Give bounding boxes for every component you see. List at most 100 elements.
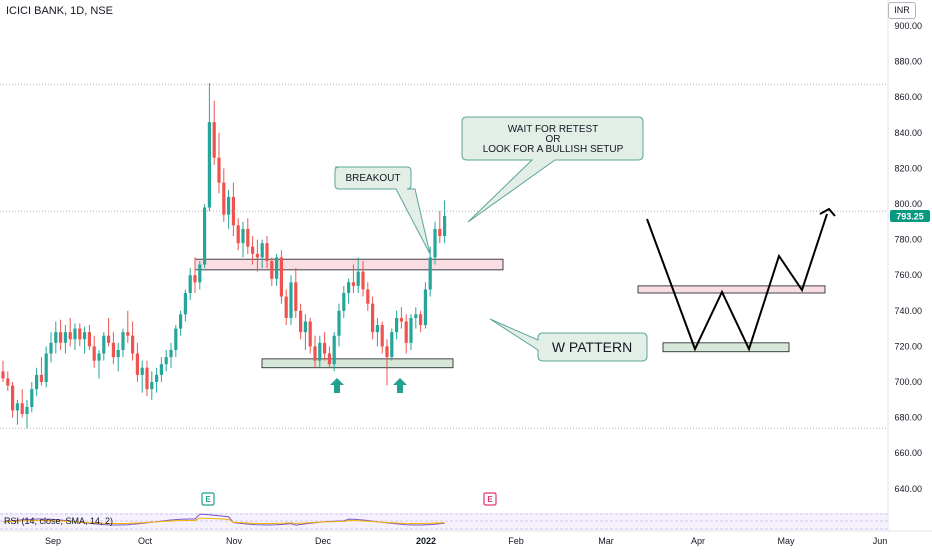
candle-body[interactable] bbox=[260, 243, 264, 258]
candle-body[interactable] bbox=[342, 293, 346, 311]
candle-body[interactable] bbox=[275, 257, 279, 279]
rsi-panel[interactable]: RSI (14, close, SMA, 14, 2) bbox=[0, 513, 888, 530]
candle-body[interactable] bbox=[59, 332, 63, 343]
symbol-title[interactable]: ICICI BANK, 1D, NSE bbox=[6, 5, 113, 17]
w-pattern-path[interactable] bbox=[646, 213, 828, 352]
candle-body[interactable] bbox=[366, 289, 370, 304]
candle-body[interactable] bbox=[246, 228, 250, 247]
candle-body[interactable] bbox=[231, 196, 235, 226]
candle-body[interactable] bbox=[409, 317, 413, 343]
candle-body[interactable] bbox=[251, 246, 255, 254]
price-axis[interactable]: 640.00 660.00 680.00 700.00 720.00 740.00 760.… bbox=[887, 0, 930, 530]
up-arrow-icon[interactable] bbox=[393, 378, 407, 393]
candle-body[interactable] bbox=[44, 353, 48, 382]
candle-body[interactable] bbox=[327, 353, 331, 365]
candle-body[interactable] bbox=[323, 342, 327, 354]
candle-body[interactable] bbox=[188, 275, 192, 293]
currency-badge[interactable]: INR bbox=[888, 2, 916, 19]
candle-body[interactable] bbox=[217, 157, 221, 183]
candle-body[interactable] bbox=[318, 342, 322, 361]
candle-body[interactable] bbox=[347, 282, 351, 293]
candle-body[interactable] bbox=[380, 325, 384, 347]
candle-body[interactable] bbox=[423, 289, 427, 326]
up-arrow-icon[interactable] bbox=[330, 378, 344, 393]
candle-body[interactable] bbox=[39, 374, 43, 382]
candle-body[interactable] bbox=[159, 364, 163, 375]
candle-body[interactable] bbox=[385, 346, 389, 358]
candle-body[interactable] bbox=[308, 321, 312, 347]
candle-body[interactable] bbox=[63, 332, 67, 343]
w-pattern-callout[interactable] bbox=[489, 318, 648, 362]
candle-body[interactable] bbox=[289, 282, 293, 318]
candle-body[interactable] bbox=[83, 332, 87, 340]
time-axis[interactable]: Sep Oct Nov Dec 2022 Feb Mar Apr May Jun bbox=[0, 530, 932, 546]
candle-body[interactable] bbox=[169, 349, 173, 358]
candle-body[interactable] bbox=[35, 374, 39, 390]
candlesticks[interactable] bbox=[1, 82, 447, 429]
candle-body[interactable] bbox=[203, 207, 207, 265]
candle-body[interactable] bbox=[121, 332, 125, 350]
candle-body[interactable] bbox=[222, 182, 226, 215]
candle-body[interactable] bbox=[299, 310, 303, 333]
candle-body[interactable] bbox=[212, 122, 216, 158]
candle-body[interactable] bbox=[371, 303, 375, 333]
candle-body[interactable] bbox=[227, 196, 231, 215]
candle-body[interactable] bbox=[49, 342, 53, 354]
candle-body[interactable] bbox=[78, 328, 82, 340]
candle-body[interactable] bbox=[126, 332, 130, 336]
candle-body[interactable] bbox=[433, 228, 437, 258]
candle-body[interactable] bbox=[351, 282, 355, 286]
candle-body[interactable] bbox=[207, 122, 211, 208]
candle-body[interactable] bbox=[116, 349, 120, 358]
candle-body[interactable] bbox=[140, 367, 144, 375]
candle-body[interactable] bbox=[361, 271, 365, 290]
candle-body[interactable] bbox=[375, 325, 379, 333]
candle-body[interactable] bbox=[193, 275, 197, 283]
candle-body[interactable] bbox=[294, 282, 298, 311]
w-pattern-resistance-zone[interactable] bbox=[637, 285, 826, 294]
w-pattern-support-zone[interactable] bbox=[662, 342, 790, 353]
breakout-callout[interactable] bbox=[334, 166, 431, 255]
candle-body[interactable] bbox=[145, 367, 149, 390]
candle-body[interactable] bbox=[183, 293, 187, 315]
candle-body[interactable] bbox=[15, 403, 19, 411]
candle-body[interactable] bbox=[198, 264, 202, 283]
candle-body[interactable] bbox=[179, 314, 183, 329]
candle-body[interactable] bbox=[443, 216, 447, 237]
candle-body[interactable] bbox=[399, 317, 403, 322]
candle-body[interactable] bbox=[414, 314, 418, 318]
candle-body[interactable] bbox=[241, 228, 245, 244]
earnings-marker-future[interactable] bbox=[483, 492, 497, 506]
candle-body[interactable] bbox=[107, 335, 111, 343]
candle-body[interactable] bbox=[6, 378, 10, 386]
candle-body[interactable] bbox=[73, 328, 77, 340]
candle-body[interactable] bbox=[30, 389, 34, 407]
candle-body[interactable] bbox=[428, 257, 432, 290]
candle-body[interactable] bbox=[68, 332, 72, 340]
candle-body[interactable] bbox=[92, 346, 96, 361]
candle-body[interactable] bbox=[395, 317, 399, 333]
candle-body[interactable] bbox=[111, 342, 115, 358]
candle-body[interactable] bbox=[419, 314, 423, 326]
candle-body[interactable] bbox=[11, 385, 15, 411]
candle-body[interactable] bbox=[390, 332, 394, 358]
retest-callout[interactable] bbox=[461, 116, 644, 223]
candle-body[interactable] bbox=[150, 382, 154, 390]
candle-body[interactable] bbox=[279, 257, 283, 297]
candle-body[interactable] bbox=[174, 328, 178, 350]
support-zone[interactable] bbox=[261, 358, 454, 369]
candle-body[interactable] bbox=[155, 374, 159, 382]
candle-body[interactable] bbox=[131, 335, 135, 354]
candle-body[interactable] bbox=[356, 271, 360, 286]
candle-body[interactable] bbox=[54, 332, 58, 343]
candle-body[interactable] bbox=[1, 371, 5, 379]
earnings-marker-past[interactable] bbox=[201, 492, 215, 506]
candle-body[interactable] bbox=[332, 335, 336, 365]
candle-body[interactable] bbox=[97, 353, 101, 361]
candle-body[interactable] bbox=[438, 228, 442, 237]
candle-body[interactable] bbox=[25, 406, 29, 415]
candle-body[interactable] bbox=[255, 253, 259, 258]
